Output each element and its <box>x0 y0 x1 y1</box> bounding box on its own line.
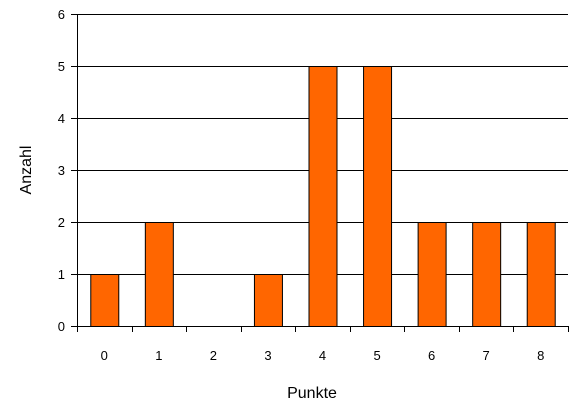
y-tick-label: 6 <box>58 7 65 22</box>
bar-6 <box>417 222 447 327</box>
y-axis-title: Anzahl <box>18 146 35 195</box>
bar-4 <box>308 66 338 327</box>
x-tick-label: 8 <box>537 348 544 363</box>
tick-labels: 0 1 2 3 4 5 6 0 1 2 3 4 5 6 7 8 <box>58 7 545 363</box>
x-tick-label: 0 <box>101 348 108 363</box>
x-tick-label: 3 <box>264 348 271 363</box>
x-tick-label: 5 <box>373 348 380 363</box>
y-tick-label: 3 <box>58 163 65 178</box>
x-tick-label: 7 <box>483 348 490 363</box>
bar-8 <box>526 222 556 327</box>
x-tick-label: 2 <box>210 348 217 363</box>
bar-1 <box>144 222 174 327</box>
x-tick-label: 1 <box>155 348 162 363</box>
y-tick-label: 5 <box>58 59 65 74</box>
bar-0 <box>90 274 120 327</box>
x-tick-label: 6 <box>428 348 435 363</box>
bar-5 <box>363 66 393 327</box>
bar-7 <box>472 222 502 327</box>
bars <box>90 66 556 327</box>
y-tick-label: 4 <box>58 111 65 126</box>
y-tick-label: 1 <box>58 267 65 282</box>
y-tick-label: 2 <box>58 215 65 230</box>
x-tick-label: 4 <box>319 348 326 363</box>
x-axis-title: Punkte <box>287 385 337 402</box>
axes <box>71 14 569 332</box>
bar-3 <box>253 274 283 327</box>
y-tick-label: 0 <box>58 319 65 334</box>
